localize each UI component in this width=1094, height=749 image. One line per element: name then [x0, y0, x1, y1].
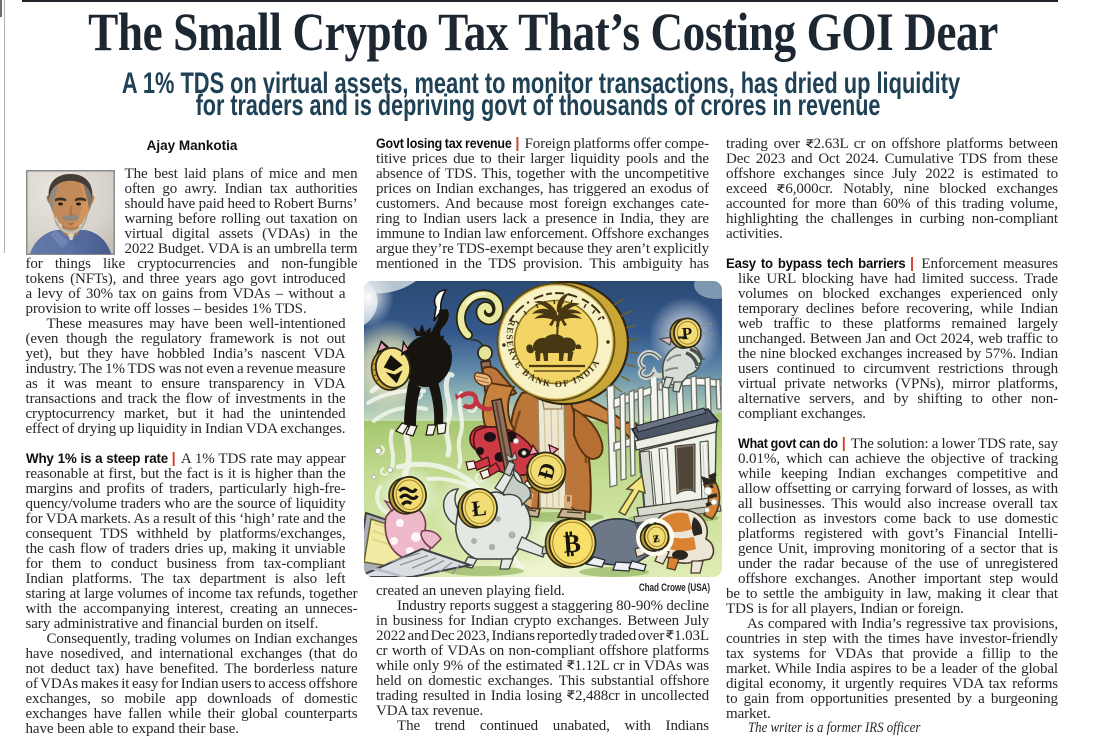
svg-text:Đ: Đ	[532, 460, 560, 482]
svg-text:₿: ₿	[562, 529, 581, 559]
svg-text:P: P	[681, 324, 693, 344]
svg-text:ƶ: ƶ	[652, 530, 661, 547]
svg-text:Ł: Ł	[470, 495, 487, 521]
